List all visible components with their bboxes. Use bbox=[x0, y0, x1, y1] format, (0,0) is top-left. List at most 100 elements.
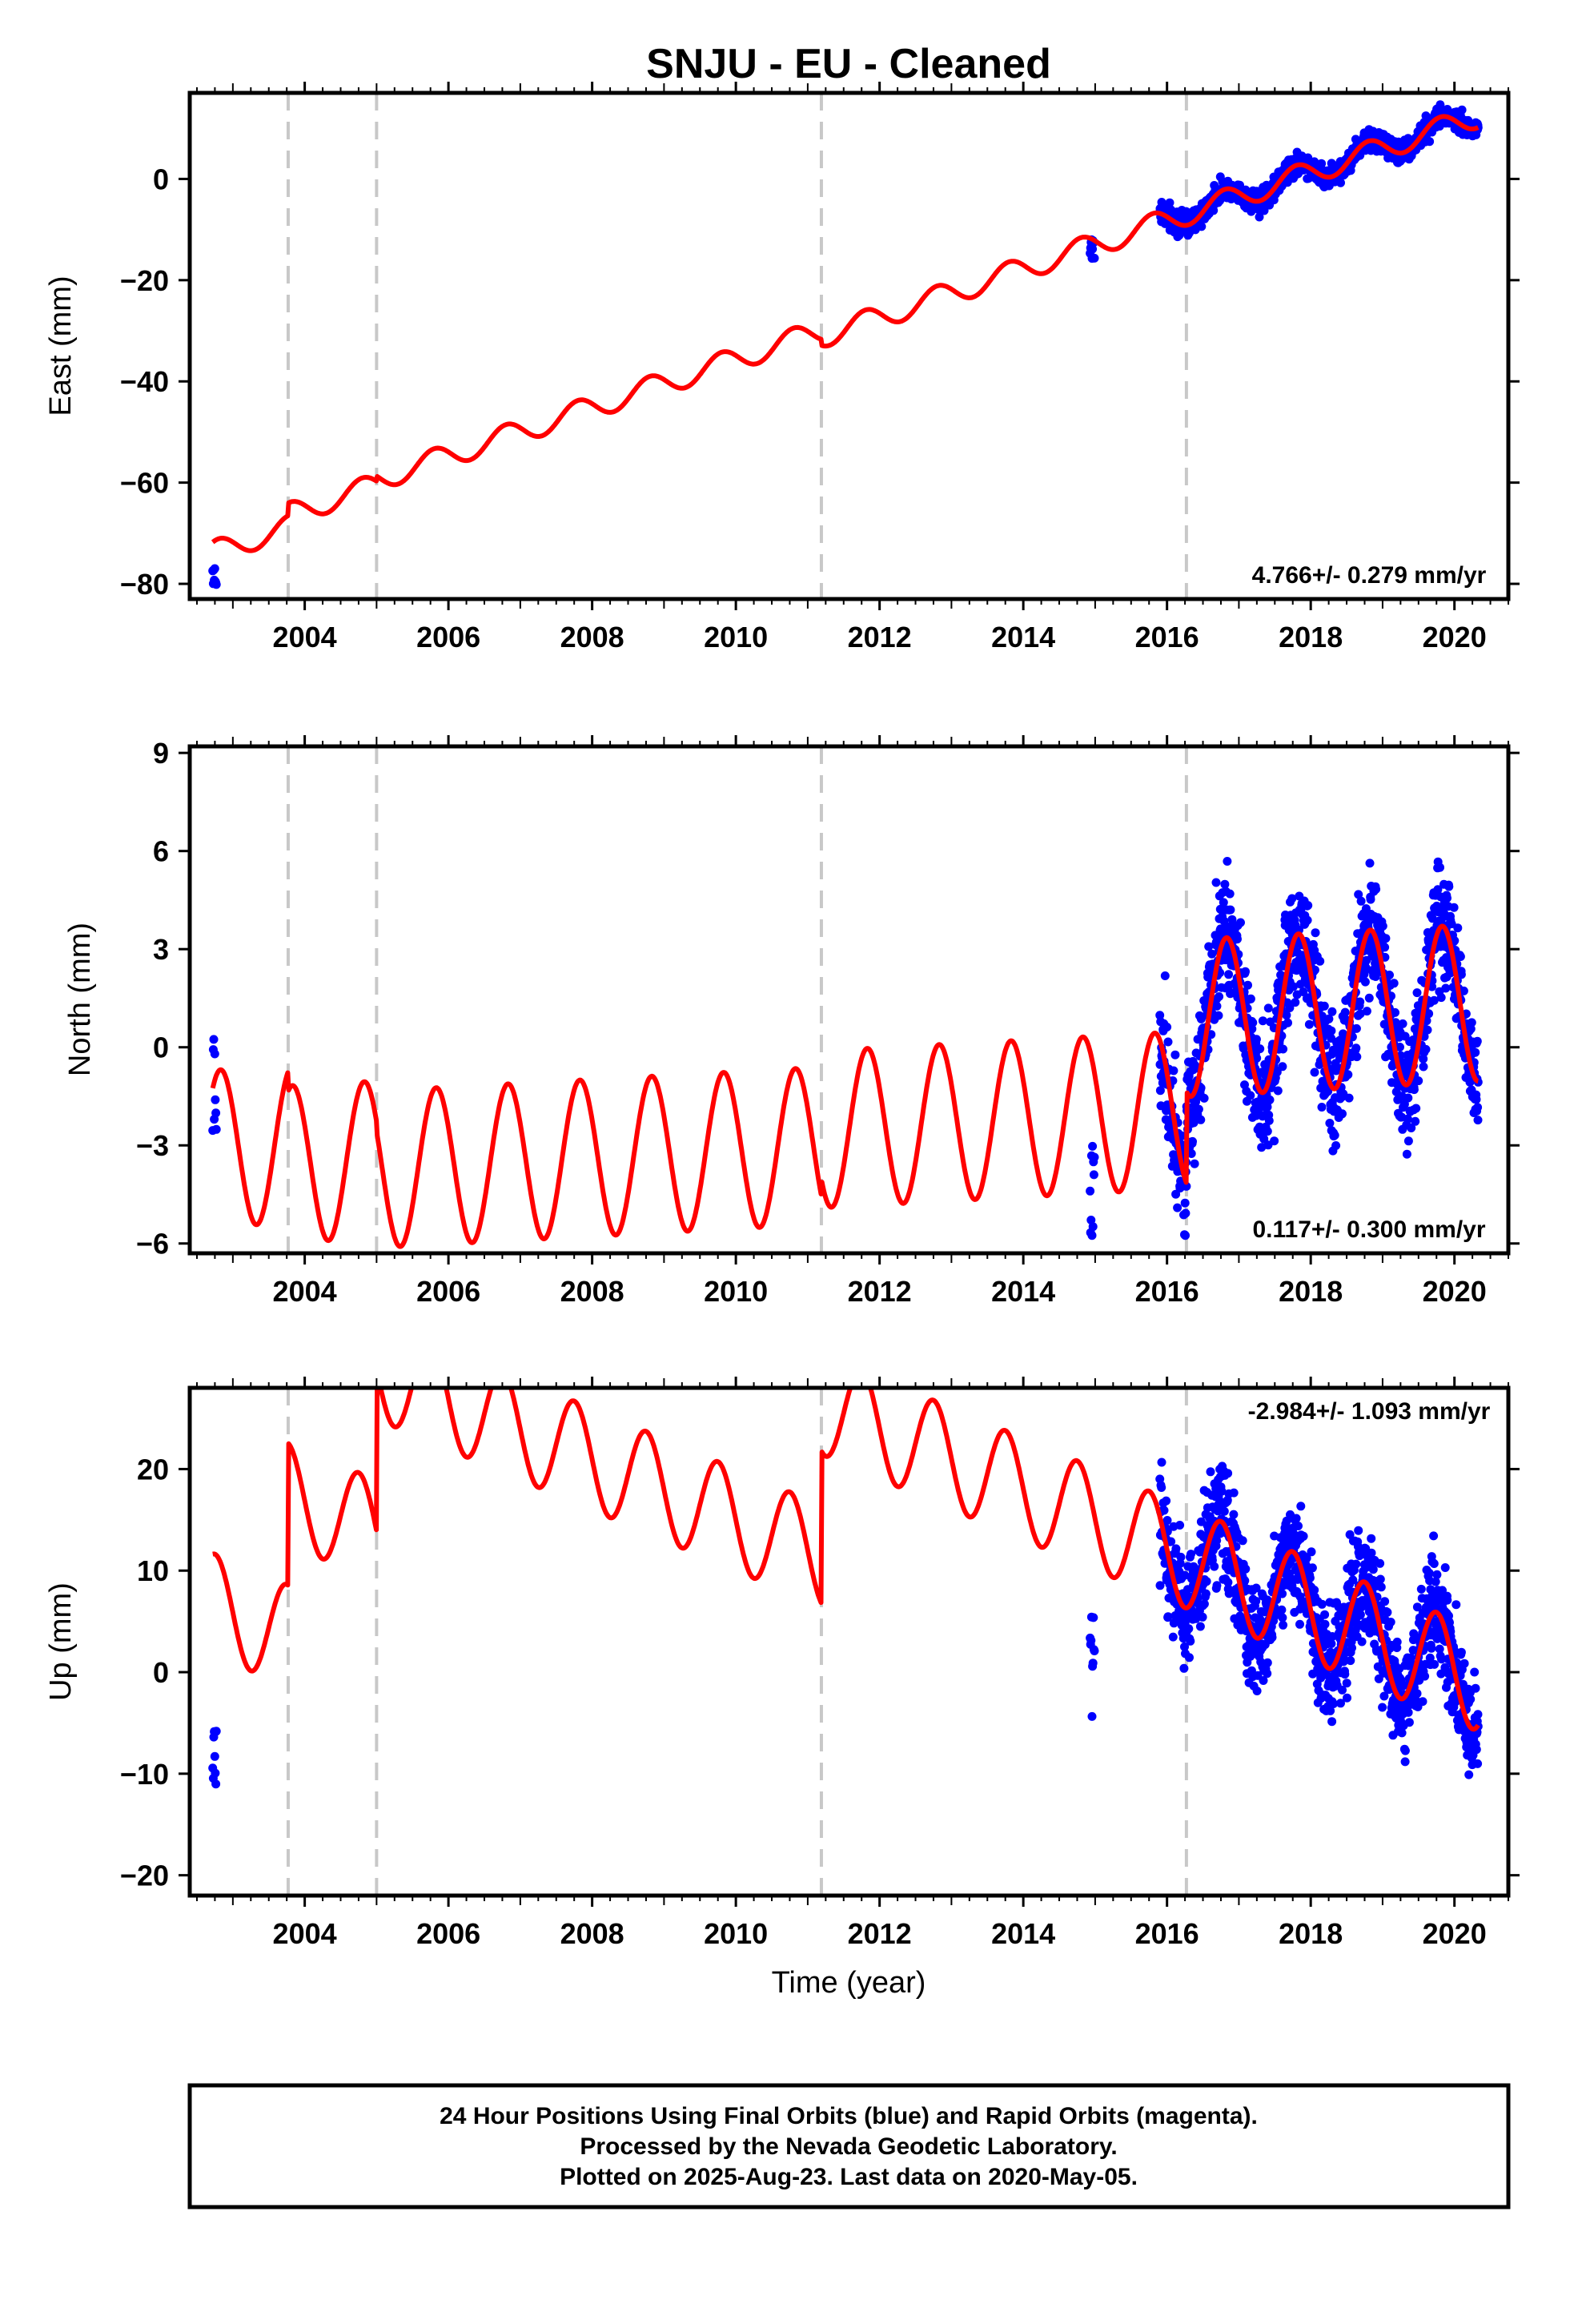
up-observation-point bbox=[1199, 1599, 1209, 1609]
up-observation-point bbox=[1376, 1582, 1386, 1592]
up-observation-point bbox=[1223, 1578, 1233, 1587]
north-observation-point bbox=[1272, 1068, 1282, 1077]
up-plot-area bbox=[208, 1388, 1483, 1896]
north-observation-point bbox=[1190, 1159, 1199, 1168]
up-observation-point bbox=[1166, 1537, 1176, 1546]
up-observation-point bbox=[1241, 1564, 1251, 1574]
north-observation-point bbox=[1356, 896, 1366, 906]
north-observation-point bbox=[1225, 889, 1235, 899]
up-observation-point bbox=[211, 1768, 220, 1778]
north-observation-point bbox=[1315, 956, 1325, 966]
up-observation-point bbox=[1320, 1610, 1330, 1619]
east-observation-point bbox=[1457, 105, 1467, 115]
figure-title: SNJU - EU - Cleaned bbox=[646, 41, 1051, 87]
north-frame bbox=[187, 744, 1511, 1256]
footer-line-1: 24 Hour Positions Using Final Orbits (bl… bbox=[440, 2103, 1258, 2129]
up-observation-point bbox=[1251, 1583, 1261, 1593]
north-y-tick-label: 9 bbox=[153, 737, 169, 770]
up-observation-point bbox=[1157, 1458, 1166, 1467]
east-x-tick-label: 2010 bbox=[704, 621, 768, 653]
north-observation-point bbox=[1365, 858, 1375, 868]
north-observation-point bbox=[1160, 971, 1170, 980]
north-observation-point bbox=[1435, 862, 1444, 872]
up-y-tick-label: −10 bbox=[120, 1758, 169, 1791]
up-observation-point bbox=[1176, 1552, 1186, 1562]
north-observation-point bbox=[1366, 895, 1375, 904]
north-observation-point bbox=[1344, 1093, 1354, 1103]
up-observation-point bbox=[1343, 1693, 1351, 1703]
north-observation-point bbox=[1180, 1198, 1190, 1208]
north-observation-point bbox=[1362, 1007, 1371, 1016]
north-observation-point bbox=[1441, 983, 1451, 993]
east-x-tick-label: 2018 bbox=[1279, 621, 1343, 653]
east-observations bbox=[208, 100, 1483, 589]
up-observation-point bbox=[1229, 1510, 1239, 1519]
north-observation-point bbox=[1429, 995, 1439, 1005]
footer-box: 24 Hour Positions Using Final Orbits (bl… bbox=[187, 2083, 1511, 2209]
north-observation-point bbox=[1409, 1085, 1419, 1095]
up-observation-point bbox=[1206, 1467, 1215, 1477]
north-observation-point bbox=[1360, 977, 1370, 987]
up-observation-point bbox=[1223, 1469, 1233, 1478]
up-observation-point bbox=[1217, 1486, 1227, 1496]
up-y-tick-label: 20 bbox=[137, 1453, 169, 1486]
north-observation-point bbox=[1419, 1054, 1428, 1063]
north-observation-point bbox=[1427, 914, 1437, 923]
up-observation-point bbox=[1277, 1605, 1287, 1614]
up-observation-point bbox=[1186, 1636, 1195, 1646]
north-observation-point bbox=[1265, 1095, 1275, 1104]
north-observation-point bbox=[1378, 921, 1387, 931]
up-observation-point bbox=[211, 1779, 221, 1789]
north-x-tick-label: 2018 bbox=[1279, 1275, 1343, 1308]
north-observation-point bbox=[1252, 1053, 1262, 1063]
up-observation-point bbox=[1342, 1679, 1351, 1688]
up-observation-point bbox=[1355, 1610, 1365, 1619]
north-observation-point bbox=[1185, 1077, 1195, 1087]
north-observation-point bbox=[1303, 901, 1313, 911]
up-observation-point bbox=[1460, 1659, 1469, 1668]
up-observation-point bbox=[1252, 1687, 1262, 1695]
north-observation-point bbox=[1473, 1116, 1483, 1125]
north-observation-point bbox=[1246, 994, 1255, 1003]
north-observation-point bbox=[1311, 928, 1320, 938]
north-observation-point bbox=[1414, 1076, 1423, 1086]
up-x-tick-label: 2008 bbox=[560, 1917, 624, 1950]
up-observation-point bbox=[1473, 1710, 1483, 1719]
up-observation-point bbox=[1305, 1573, 1315, 1582]
north-observation-point bbox=[1189, 1118, 1199, 1128]
up-observation-point bbox=[1171, 1544, 1181, 1554]
north-observation-point bbox=[1343, 1070, 1353, 1080]
north-observation-point bbox=[211, 1108, 221, 1118]
up-observation-point bbox=[1267, 1633, 1277, 1642]
up-observation-point bbox=[1346, 1656, 1355, 1666]
east-plot-area bbox=[208, 93, 1483, 599]
north-observation-point bbox=[1407, 1124, 1416, 1132]
up-observation-point bbox=[1472, 1745, 1481, 1755]
north-plot-area bbox=[208, 746, 1483, 1253]
north-observation-point bbox=[1443, 894, 1452, 903]
north-observation-point bbox=[1381, 934, 1391, 943]
north-observation-point bbox=[1283, 1018, 1292, 1027]
up-observation-point bbox=[1175, 1521, 1185, 1530]
up-observation-point bbox=[1089, 1613, 1098, 1622]
north-observation-point bbox=[1188, 1136, 1197, 1146]
north-observation-point bbox=[1170, 1050, 1180, 1059]
east-observation-point bbox=[211, 580, 221, 589]
up-observation-point bbox=[1162, 1496, 1171, 1506]
north-observation-point bbox=[1472, 1036, 1482, 1046]
north-observation-point bbox=[1449, 903, 1459, 912]
up-observation-point bbox=[1263, 1658, 1272, 1667]
north-observation-point bbox=[1423, 1025, 1432, 1035]
north-observation-point bbox=[1182, 1181, 1191, 1191]
north-observation-point bbox=[1319, 1001, 1329, 1011]
north-observation-point bbox=[1391, 1007, 1399, 1017]
up-observation-point bbox=[1087, 1711, 1097, 1721]
east-frame bbox=[187, 90, 1511, 601]
north-observation-point bbox=[1273, 1086, 1283, 1096]
north-observation-point bbox=[1331, 1141, 1341, 1150]
up-observation-point bbox=[210, 1751, 219, 1761]
north-observation-point bbox=[1236, 918, 1245, 927]
north-observation-point bbox=[1299, 987, 1308, 996]
north-panel: 2004 2006 2008 2010 2012 2014 2016 2018 2020 9 6 3 0… bbox=[63, 735, 1520, 1308]
up-observation-point bbox=[1375, 1574, 1385, 1584]
